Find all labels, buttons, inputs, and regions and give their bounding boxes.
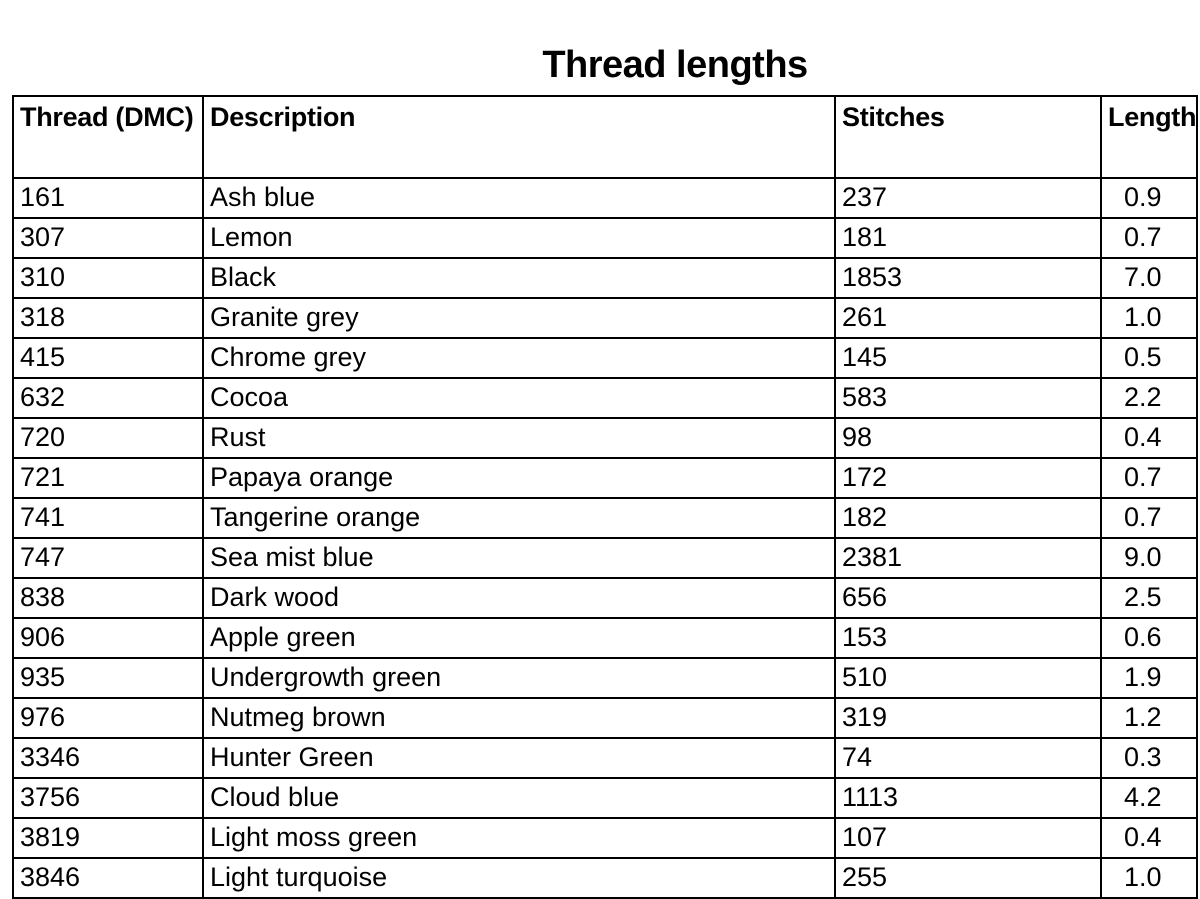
length-cell: 0.7 [1100,497,1198,539]
length-cell: 2.2 [1100,377,1198,419]
length-cell: 1.9 [1100,657,1198,699]
description-cell: Ash blue [202,177,836,219]
thread-cell: 415 [12,337,204,379]
stitches-cell: 145 [834,337,1102,379]
length-cell: 0.4 [1100,817,1198,859]
length-cell: 0.7 [1100,457,1198,499]
description-cell: Granite grey [202,297,836,339]
stitches-cell: 1113 [834,777,1102,819]
description-cell: Tangerine orange [202,497,836,539]
column-header-stitches: Stitches [834,95,1102,179]
description-cell: Cocoa [202,377,836,419]
table-row: 3756 Cloud blue 1113 4.2 [12,777,1198,819]
thread-cell: 747 [12,537,204,579]
table-row: 935 Undergrowth green 510 1.9 [12,657,1198,699]
stitches-cell: 1853 [834,257,1102,299]
thread-cell: 3756 [12,777,204,819]
description-cell: Sea mist blue [202,537,836,579]
thread-cell: 838 [12,577,204,619]
table-row: 318 Granite grey 261 1.0 [12,297,1198,339]
stitches-cell: 656 [834,577,1102,619]
description-cell: Nutmeg brown [202,697,836,739]
stitches-cell: 261 [834,297,1102,339]
description-cell: Apple green [202,617,836,659]
description-cell: Light turquoise [202,857,836,899]
description-cell: Hunter Green [202,737,836,779]
stitches-cell: 2381 [834,537,1102,579]
length-cell: 7.0 [1100,257,1198,299]
length-cell: 2.5 [1100,577,1198,619]
stitches-cell: 583 [834,377,1102,419]
page-title: Thread lengths [542,44,808,86]
stitches-cell: 181 [834,217,1102,259]
stitches-cell: 255 [834,857,1102,899]
thread-cell: 318 [12,297,204,339]
length-cell: 0.4 [1100,417,1198,459]
stitches-cell: 153 [834,617,1102,659]
length-cell: 0.6 [1100,617,1198,659]
table-row: 3846 Light turquoise 255 1.0 [12,857,1198,899]
stitches-cell: 172 [834,457,1102,499]
length-cell: 0.5 [1100,337,1198,379]
thread-cell: 976 [12,697,204,739]
thread-cell: 632 [12,377,204,419]
stitches-cell: 98 [834,417,1102,459]
table-row: 741 Tangerine orange 182 0.7 [12,497,1198,539]
stitches-cell: 237 [834,177,1102,219]
column-header-description: Description [202,95,836,179]
description-cell: Undergrowth green [202,657,836,699]
thread-cell: 721 [12,457,204,499]
thread-cell: 3846 [12,857,204,899]
length-cell: 1.0 [1100,297,1198,339]
stitches-cell: 182 [834,497,1102,539]
column-header-thread: Thread (DMC) [12,95,204,179]
thread-lengths-table: Thread (DMC) Description Stitches Length… [12,95,1198,899]
description-cell: Cloud blue [202,777,836,819]
thread-cell: 935 [12,657,204,699]
thread-cell: 720 [12,417,204,459]
thread-cell: 310 [12,257,204,299]
thread-cell: 161 [12,177,204,219]
table-row: 906 Apple green 153 0.6 [12,617,1198,659]
description-cell: Black [202,257,836,299]
length-cell: 1.2 [1100,697,1198,739]
length-cell: 0.7 [1100,217,1198,259]
thread-cell: 3819 [12,817,204,859]
description-cell: Lemon [202,217,836,259]
table-row: 976 Nutmeg brown 319 1.2 [12,697,1198,739]
length-cell: 9.0 [1100,537,1198,579]
stitches-cell: 319 [834,697,1102,739]
column-header-length: Length [1100,95,1198,179]
description-cell: Dark wood [202,577,836,619]
table-row: 3819 Light moss green 107 0.4 [12,817,1198,859]
stitches-cell: 74 [834,737,1102,779]
description-cell: Papaya orange [202,457,836,499]
table-row: 161 Ash blue 237 0.9 [12,177,1198,219]
length-cell: 0.3 [1100,737,1198,779]
table-row: 721 Papaya orange 172 0.7 [12,457,1198,499]
description-cell: Chrome grey [202,337,836,379]
length-cell: 0.9 [1100,177,1198,219]
table-row: 632 Cocoa 583 2.2 [12,377,1198,419]
stitches-cell: 107 [834,817,1102,859]
header-row: Thread (DMC) Description Stitches Length [12,95,1198,179]
description-cell: Rust [202,417,836,459]
length-cell: 1.0 [1100,857,1198,899]
table-row: 747 Sea mist blue 2381 9.0 [12,537,1198,579]
stitches-cell: 510 [834,657,1102,699]
thread-cell: 741 [12,497,204,539]
table-row: 415 Chrome grey 145 0.5 [12,337,1198,379]
table-row: 3346 Hunter Green 74 0.3 [12,737,1198,779]
thread-cell: 3346 [12,737,204,779]
description-cell: Light moss green [202,817,836,859]
thread-cell: 906 [12,617,204,659]
length-cell: 4.2 [1100,777,1198,819]
table-row: 838 Dark wood 656 2.5 [12,577,1198,619]
table-row: 720 Rust 98 0.4 [12,417,1198,459]
thread-cell: 307 [12,217,204,259]
table-row: 310 Black 1853 7.0 [12,257,1198,299]
table-row: 307 Lemon 181 0.7 [12,217,1198,259]
